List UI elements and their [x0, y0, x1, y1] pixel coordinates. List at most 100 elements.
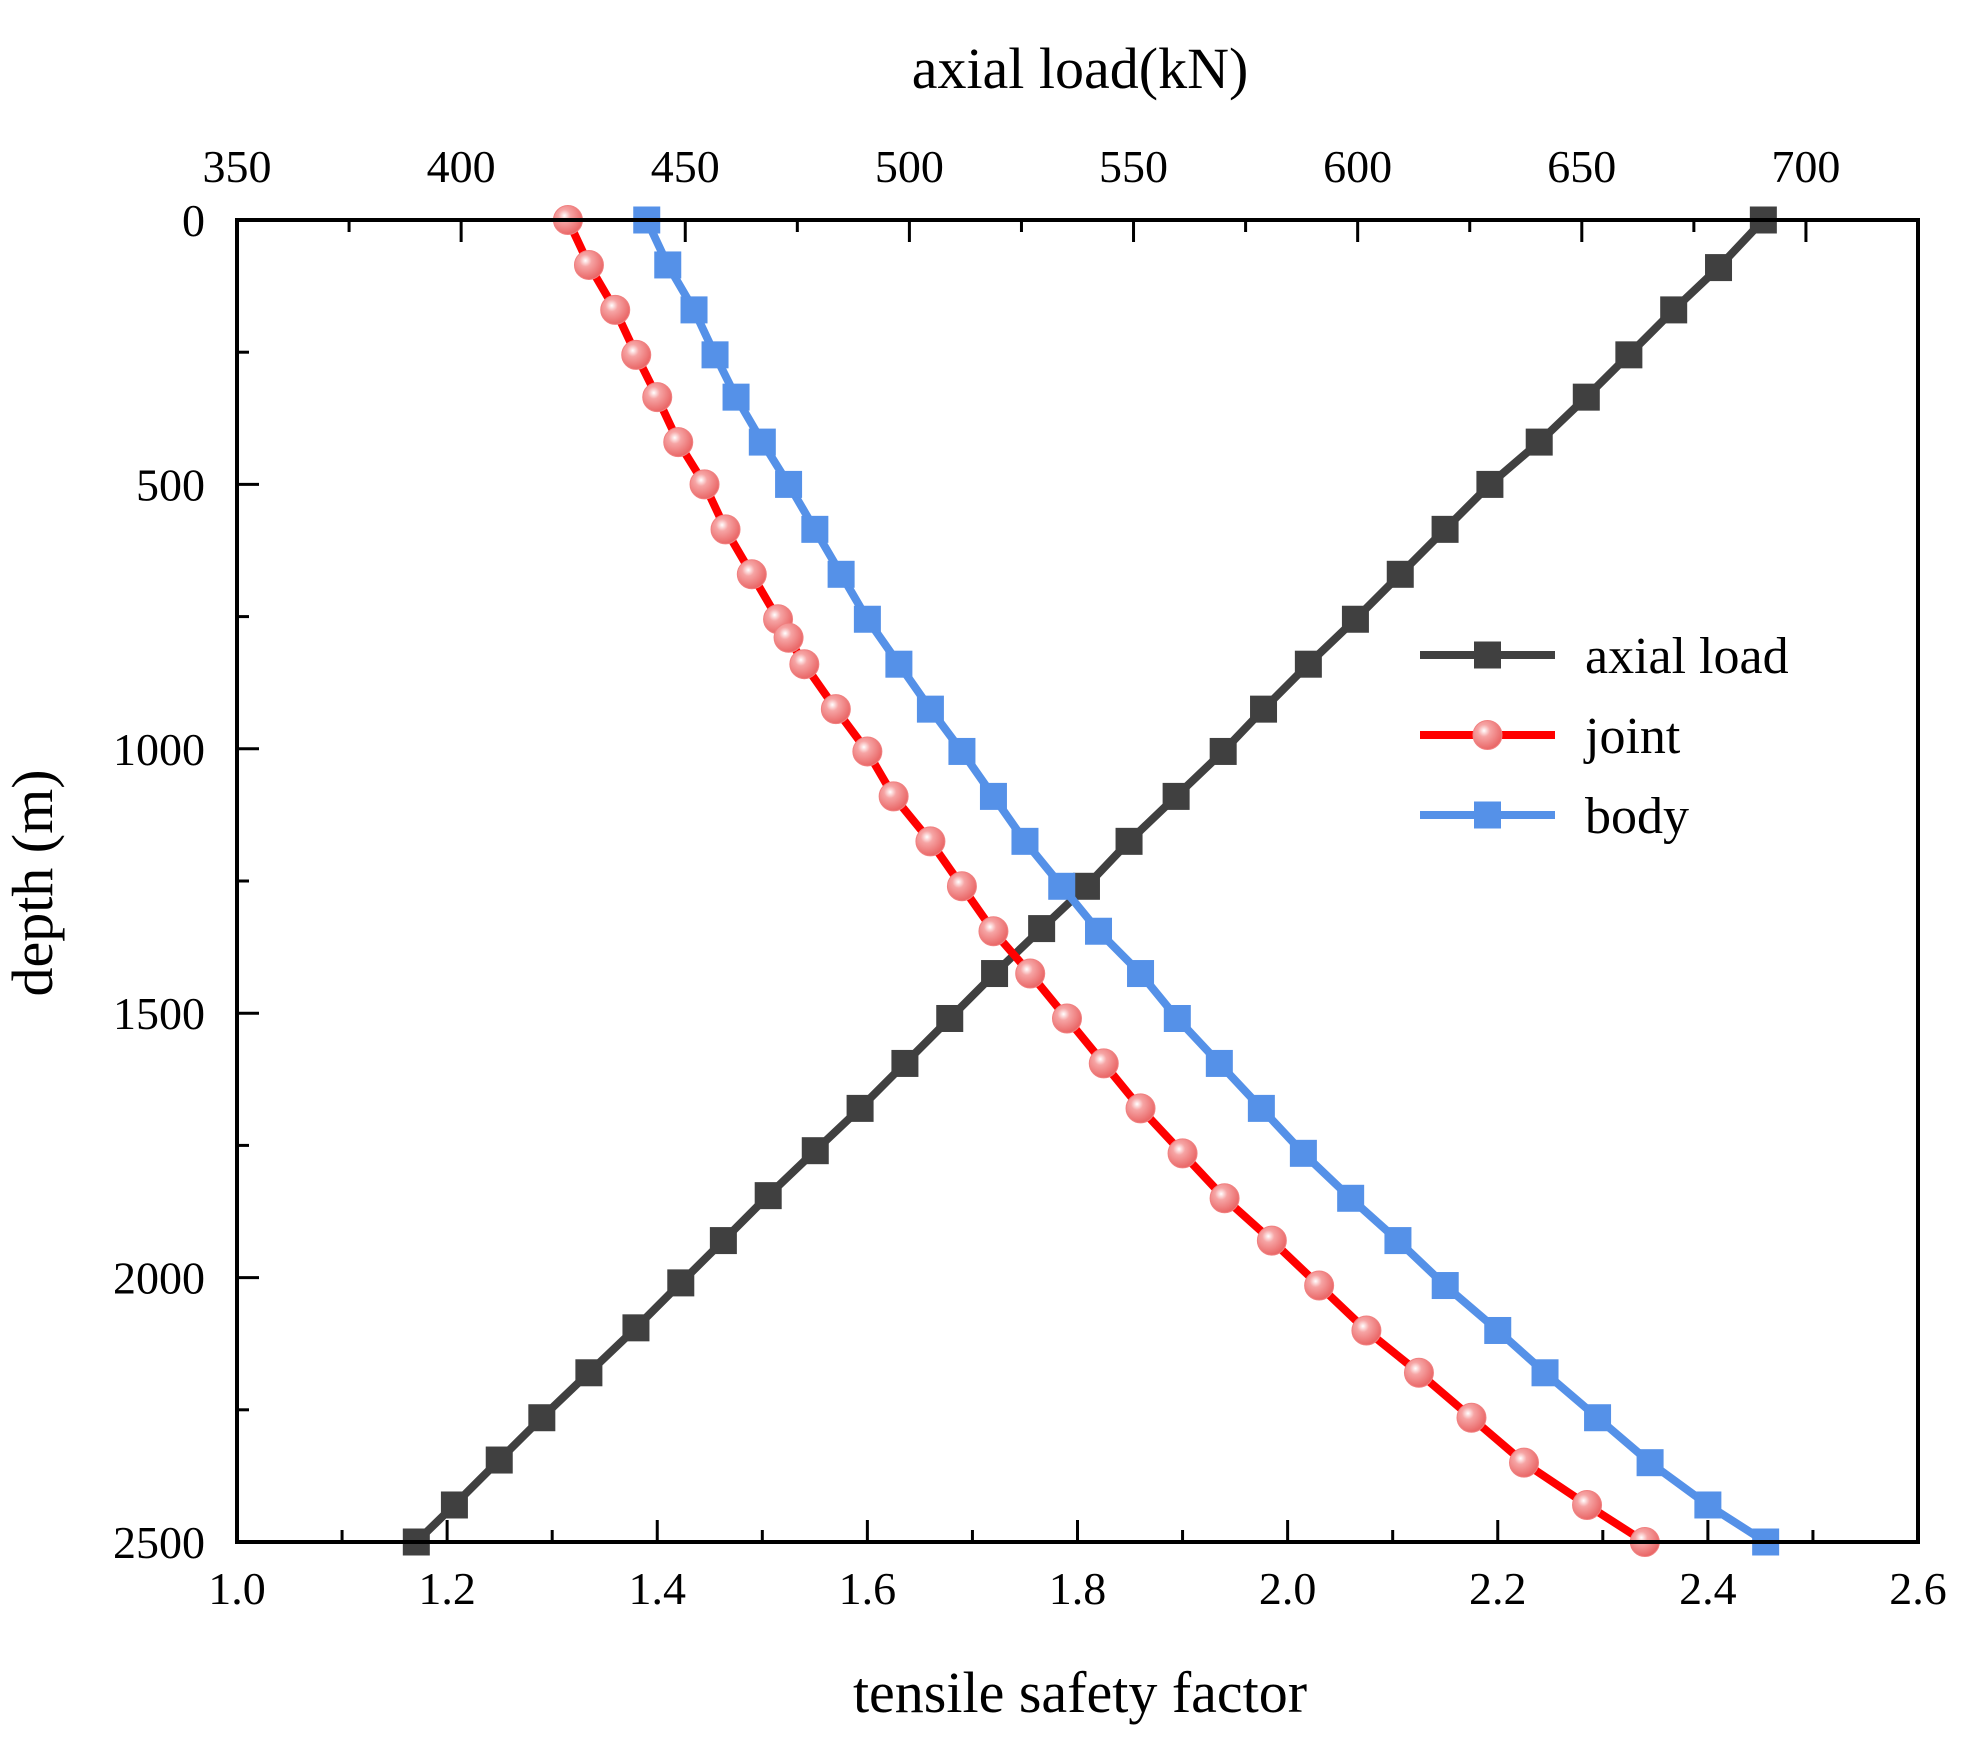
data-point: [1431, 1272, 1459, 1300]
data-point: [846, 1094, 874, 1122]
data-point: [775, 470, 803, 498]
legend-label: body: [1585, 788, 1689, 845]
data-point: [680, 296, 708, 324]
data-point: [948, 737, 976, 765]
data-point: [748, 428, 776, 456]
data-point: [1294, 650, 1322, 678]
data-point: [1256, 1225, 1287, 1256]
data-point: [801, 515, 829, 543]
x-tick-label: 1.4: [629, 1563, 687, 1614]
bottom-axis-title: tensile safety factor: [853, 1660, 1307, 1725]
data-point: [1051, 1003, 1082, 1034]
data-point: [600, 294, 631, 325]
series-joint: [552, 205, 1660, 1557]
axis-ticks: 1.0 1.2 1.4 1.6 1.8 2.0 2.2 2.4 2.6 350 400 450 500 5…: [113, 141, 1947, 1614]
legend-item-axial-load: axial load: [1420, 628, 1789, 685]
data-point: [1525, 428, 1553, 456]
series-axial-load: [402, 206, 1777, 1556]
data-point: [1660, 296, 1688, 324]
data-point: [1127, 960, 1155, 988]
data-point: [852, 736, 883, 767]
data-point: [1431, 515, 1459, 543]
data-point: [1167, 1138, 1198, 1169]
data-point: [1694, 1491, 1722, 1519]
data-point: [1476, 470, 1504, 498]
data-point: [1304, 1270, 1335, 1301]
x2-tick-label: 600: [1323, 141, 1392, 192]
data-point: [440, 1491, 468, 1519]
y-tick-label: 1500: [113, 988, 205, 1039]
y-tick-label: 0: [182, 195, 205, 246]
data-point: [1048, 872, 1076, 900]
legend-item-joint: joint: [1420, 708, 1681, 765]
data-point: [654, 251, 682, 279]
data-point: [885, 650, 913, 678]
data-point: [827, 560, 855, 588]
data-point: [1531, 1359, 1559, 1387]
data-point: [891, 1049, 919, 1077]
data-point: [1162, 782, 1190, 810]
data-point: [1403, 1357, 1434, 1388]
data-point: [1209, 1183, 1240, 1214]
top-axis-title: axial load(kN): [912, 36, 1249, 101]
data-point: [853, 605, 881, 633]
data-point: [981, 960, 1009, 988]
data-point: [701, 341, 729, 369]
data-point: [979, 782, 1007, 810]
data-point: [878, 781, 909, 812]
series-body: [633, 206, 1780, 1556]
x2-tick-label: 550: [1099, 141, 1168, 192]
y-tick-label: 2500: [113, 1517, 205, 1568]
x2-tick-label: 500: [875, 141, 944, 192]
data-point: [663, 427, 694, 458]
data-point: [1572, 1489, 1603, 1520]
data-point: [621, 339, 652, 370]
data-point: [1015, 958, 1046, 989]
data-point: [1115, 827, 1143, 855]
data-point: [575, 1359, 603, 1387]
data-point: [1341, 605, 1369, 633]
legend-label: axial load: [1585, 628, 1789, 685]
data-point: [528, 1404, 556, 1432]
data-point: [1705, 254, 1733, 282]
data-point: [722, 383, 750, 411]
data-point: [754, 1182, 782, 1210]
data-point: [1205, 1049, 1233, 1077]
data-point: [1384, 1227, 1412, 1255]
data-point: [1125, 1093, 1156, 1124]
plot-frame: [235, 218, 1920, 1544]
data-point: [1636, 1449, 1664, 1477]
data-point: [1088, 1048, 1119, 1079]
data-point: [789, 649, 820, 680]
legend-item-body: body: [1420, 788, 1689, 845]
plot-series: [402, 205, 1780, 1557]
x-tick-label: 2.4: [1679, 1563, 1737, 1614]
data-point: [978, 916, 1009, 947]
y-tick-label: 1000: [113, 724, 205, 775]
data-point: [1337, 1184, 1365, 1212]
left-axis-title: depth (m): [0, 769, 65, 996]
data-point: [736, 559, 767, 590]
data-point: [1584, 1404, 1612, 1432]
data-point: [1085, 917, 1113, 945]
data-point: [1351, 1315, 1382, 1346]
data-point: [801, 1137, 829, 1165]
x-tick-label: 1.0: [208, 1563, 266, 1614]
data-point: [485, 1446, 513, 1474]
data-point: [710, 514, 741, 545]
data-point: [642, 382, 673, 413]
data-point: [773, 622, 804, 653]
data-point: [1028, 915, 1056, 943]
data-point: [946, 871, 977, 902]
data-point: [689, 469, 720, 500]
data-point: [915, 826, 946, 857]
data-point: [1386, 560, 1414, 588]
x2-tick-label: 400: [427, 141, 496, 192]
x-tick-label: 2.6: [1889, 1563, 1947, 1614]
x-tick-label: 1.2: [418, 1563, 476, 1614]
data-point: [1572, 383, 1600, 411]
data-point: [667, 1269, 695, 1297]
data-point: [1250, 695, 1278, 723]
data-point: [622, 1314, 650, 1342]
